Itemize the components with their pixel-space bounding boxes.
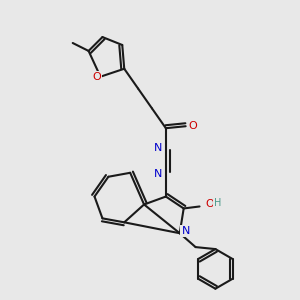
Text: N: N [154, 169, 162, 179]
Text: O: O [205, 200, 214, 209]
Text: O: O [92, 72, 101, 82]
Text: O: O [188, 121, 197, 131]
Text: N: N [182, 226, 190, 236]
Text: H: H [214, 197, 221, 208]
Text: N: N [154, 143, 162, 153]
